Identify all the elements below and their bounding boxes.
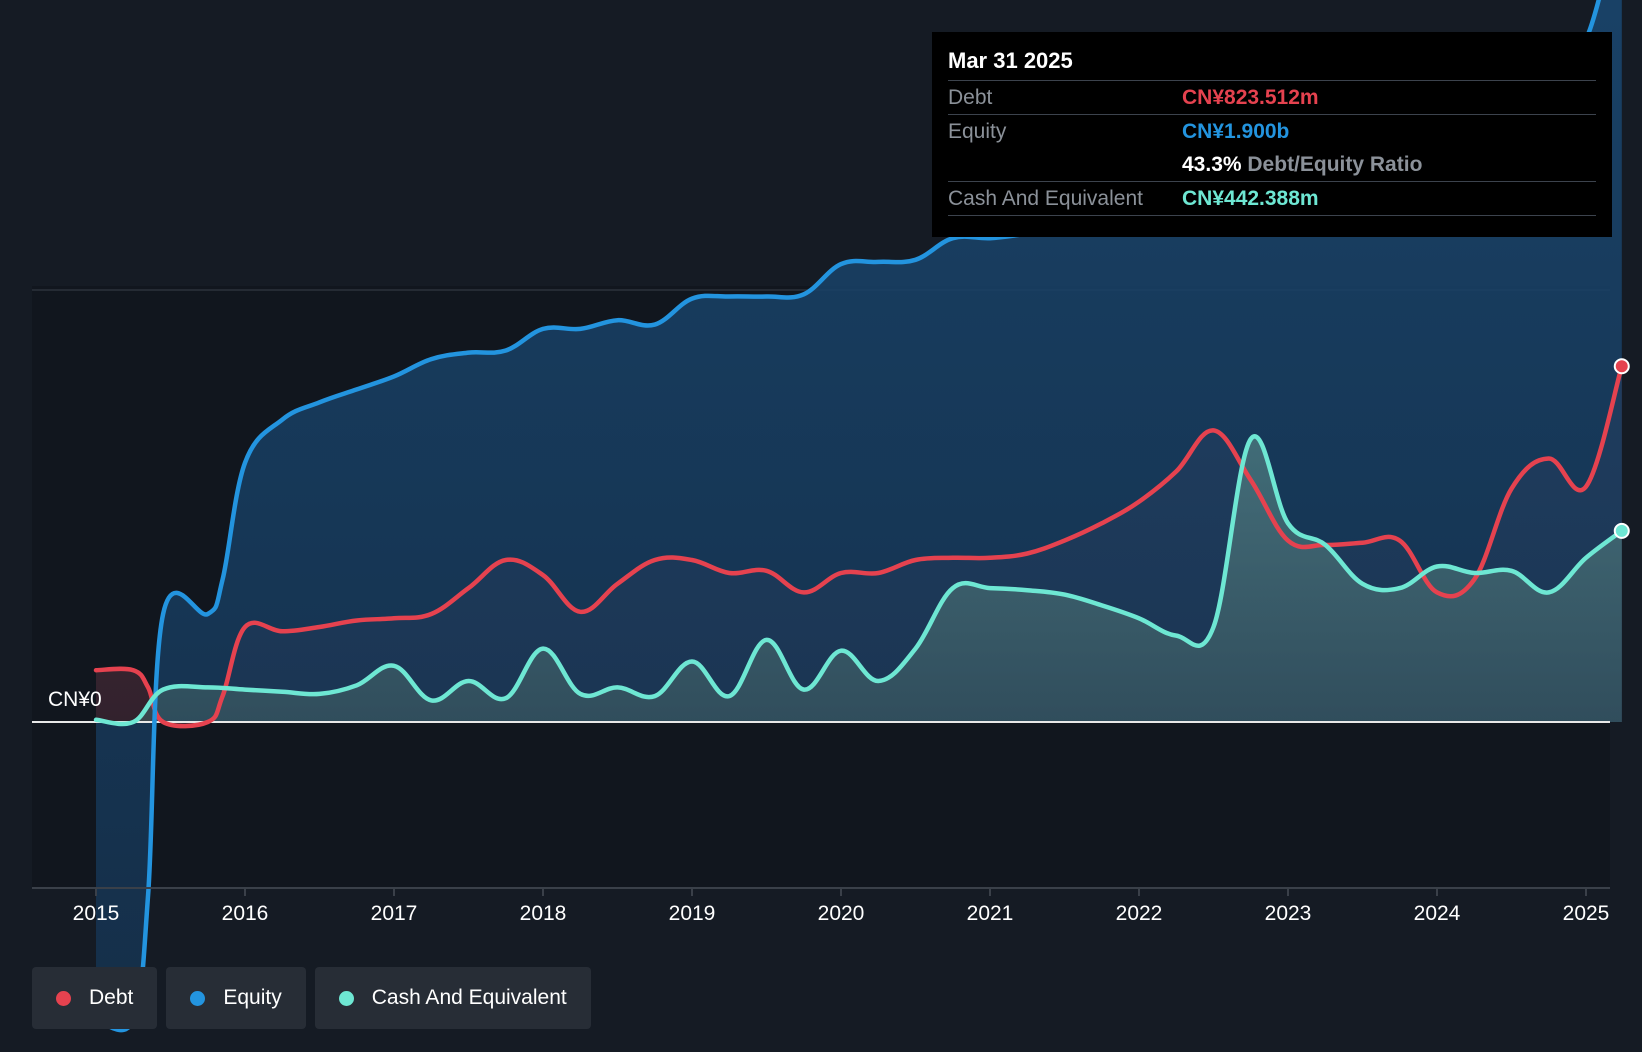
cash-line [93,434,1625,727]
x-axis-labels: 2015 2016 2017 2018 2019 2020 2021 2022 2023 2024… [73,888,1610,925]
cash-end-marker [1613,522,1630,539]
x-tick-label: 2024 [1414,902,1461,925]
series-areas [96,0,1622,1030]
equity-area [96,0,1622,1030]
tooltip-ratio-label: Debt/Equity Ratio [1247,153,1423,176]
tooltip-panel: Mar 31 2025 Debt CN¥823.512m Equity CN¥1… [932,32,1612,237]
legend-item-debt[interactable]: Debt [32,967,158,1029]
tooltip-equity-label: Equity [948,120,1007,143]
x-tick-label: 2021 [967,902,1014,925]
x-tick-label: 2018 [520,902,567,925]
legend-item-cash[interactable]: Cash And Equivalent [314,967,591,1029]
legend-dot-debt [56,990,71,1006]
x-tick-label: 2015 [73,902,120,925]
chart-legend: Debt Equity Cash And Equivalent [32,967,591,1029]
x-tick-label: 2017 [371,902,418,925]
x-tick-label: 2022 [1116,902,1163,925]
debt-line [93,363,1625,729]
tooltip-date: Mar 31 2025 [948,46,1596,81]
tooltip-cash-label: Cash And Equivalent [948,187,1143,210]
tooltip-cash-value: CN¥442.388m [1182,187,1319,210]
tooltip-row-cash: Cash And Equivalent CN¥442.388m [948,182,1596,216]
x-tick-label: 2023 [1265,902,1312,925]
tooltip-ratio: 43.3% Debt/Equity Ratio [1182,148,1422,181]
legend-dot-cash [338,990,354,1006]
legend-label-cash: Cash And Equivalent [371,986,567,1009]
legend-dot-equity [190,990,206,1006]
legend-label-equity: Equity [223,986,282,1009]
tooltip-equity-value: CN¥1.900b [1182,120,1290,143]
y-tick-label: CN¥0 [48,688,102,711]
end-markers [1613,358,1630,539]
legend-label-debt: Debt [89,986,134,1009]
x-tick-label: 2016 [222,902,269,925]
tooltip-ratio-value: 43.3% [1182,153,1242,176]
tooltip-debt-value: CN¥823.512m [1182,86,1319,109]
legend-item-equity[interactable]: Equity [166,967,306,1029]
tooltip-row-debt: Debt CN¥823.512m [948,81,1596,115]
tooltip-debt-label: Debt [948,86,993,109]
x-tick-label: 2020 [818,902,865,925]
cash-area [96,436,1622,725]
tooltip-row-ratio: 43.3% Debt/Equity Ratio [948,148,1596,182]
x-tick-label: 2019 [669,902,716,925]
tooltip-row-equity: Equity CN¥1.900b [948,115,1596,148]
x-tick-label: 2025 [1563,902,1610,925]
debt-end-marker [1613,358,1630,375]
